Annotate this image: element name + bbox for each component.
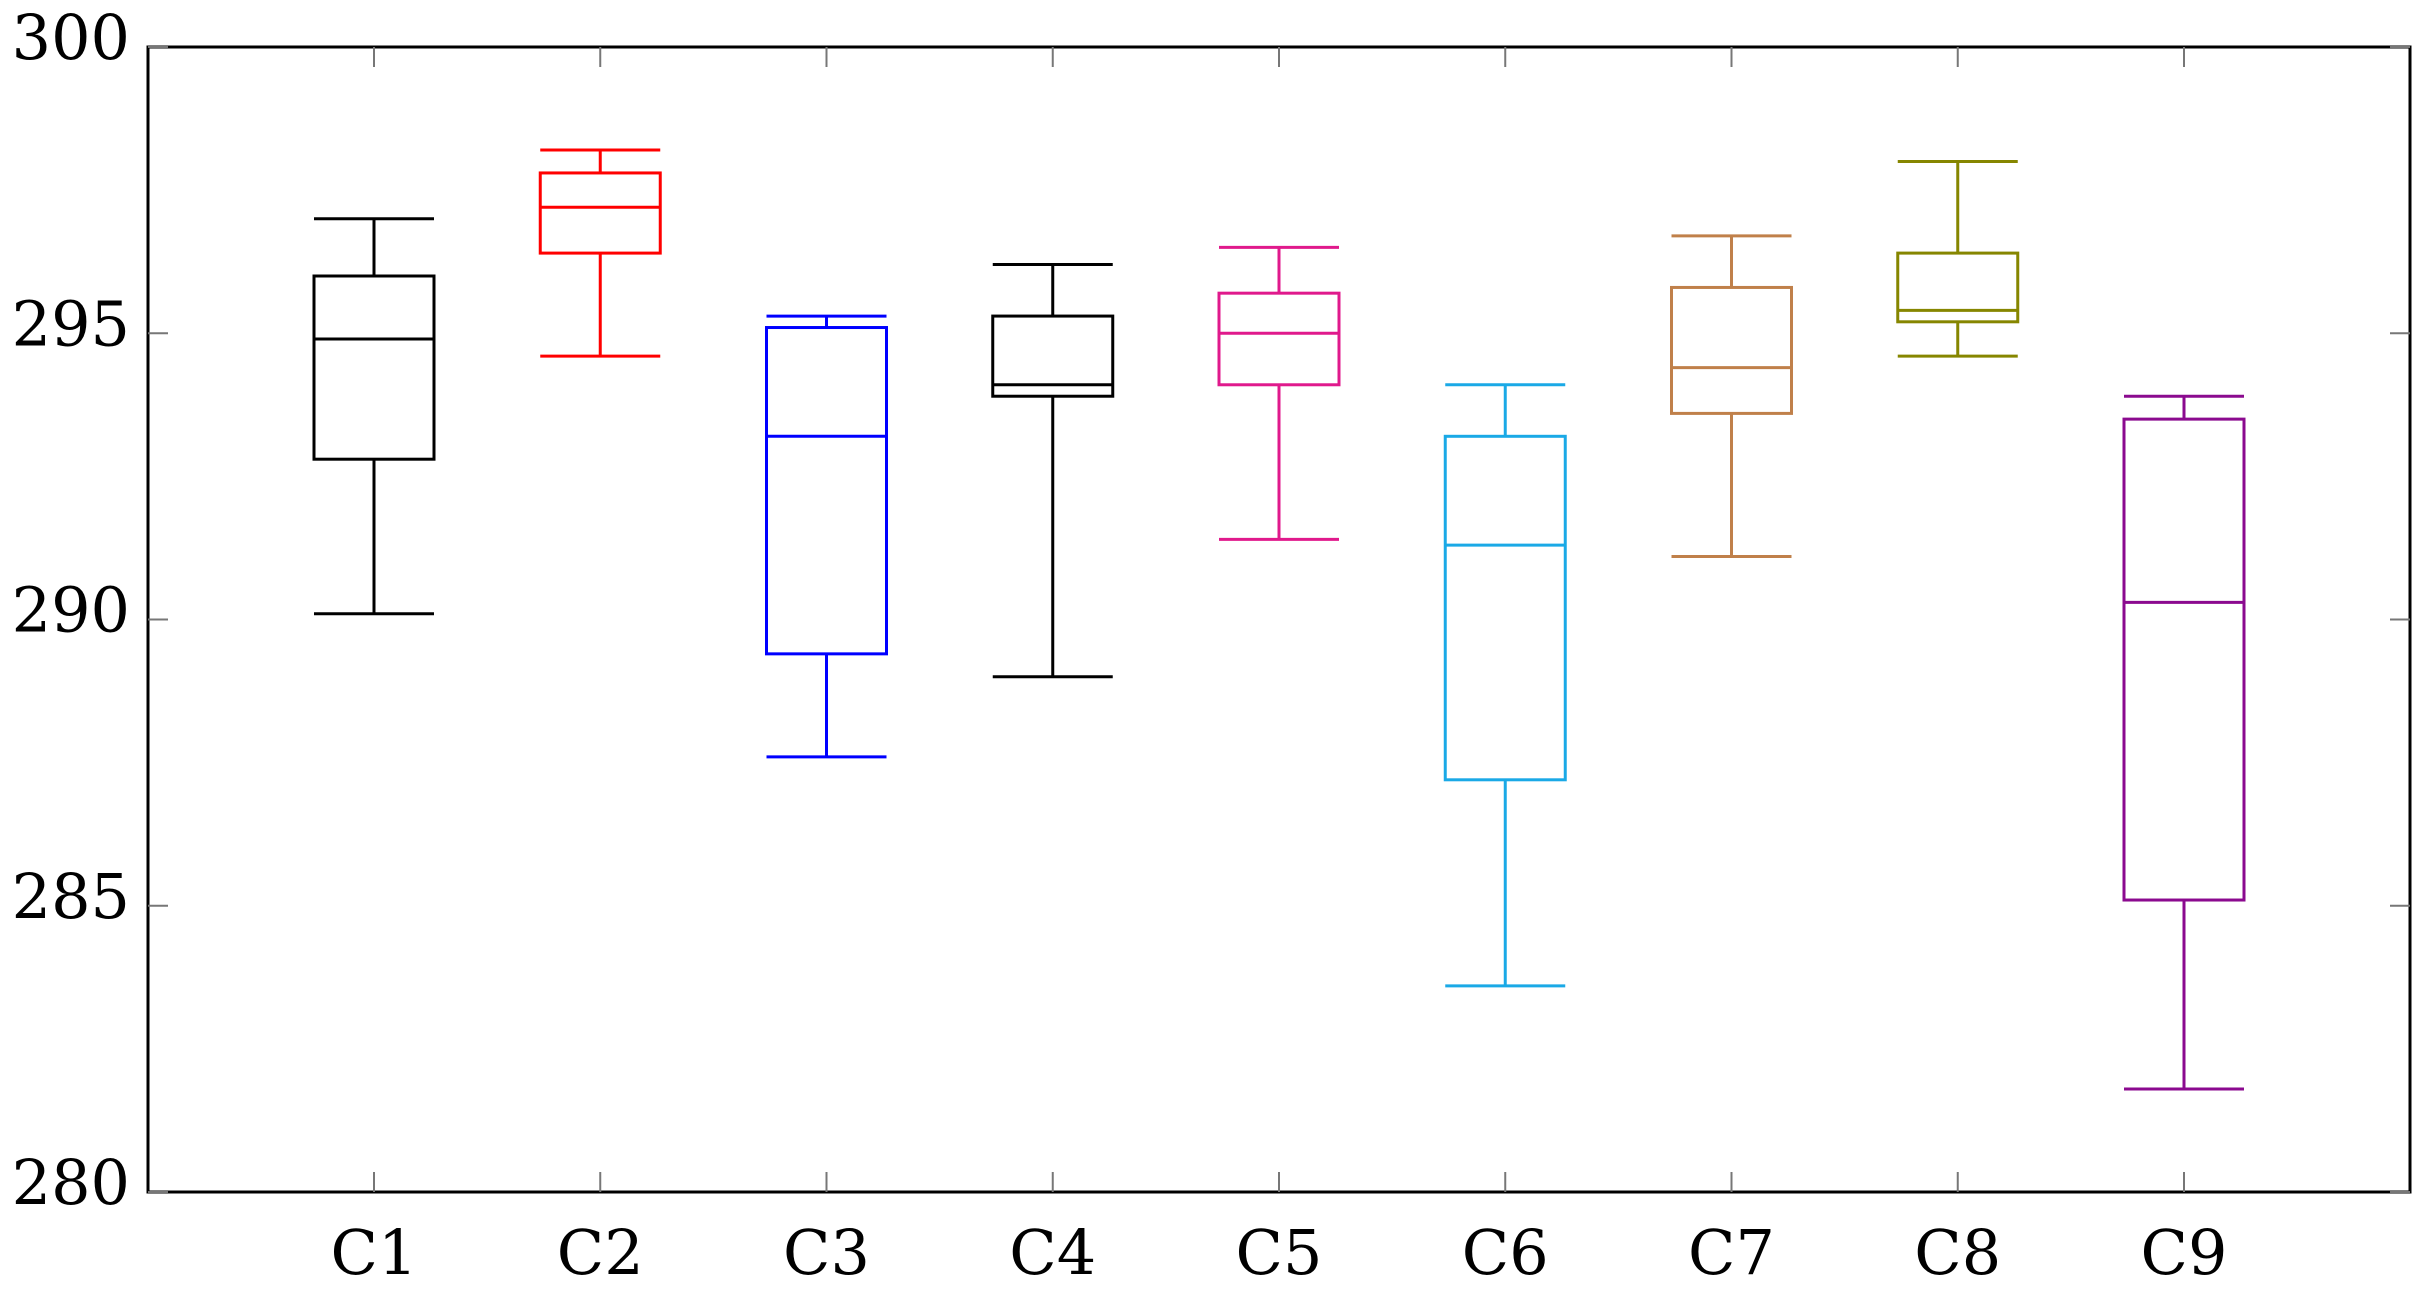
box-c4 [991,263,1115,679]
x-tick-label: C7 [1688,1216,1775,1289]
iqr-box [1896,251,2020,324]
plot-frame [146,45,2412,1194]
y-tick-label: 300 [12,1,130,74]
box-c9 [2122,394,2246,1091]
x-tick-label: C4 [1009,1216,1096,1289]
iqr-box [1443,434,1567,782]
iqr-box [765,326,888,656]
box-c5 [1217,245,1341,541]
iqr-box [1670,285,1793,415]
iqr-box [2122,417,2246,902]
y-tick-label: 295 [12,287,130,360]
y-tick-label: 285 [12,860,130,933]
x-tick-label: C2 [557,1216,644,1289]
x-tick-label: C1 [331,1216,418,1289]
axis-ticks [148,46,2410,1193]
x-tick-label: C3 [783,1216,870,1289]
box-c8 [1896,160,2020,358]
iqr-box [991,314,1115,398]
iqr-box [538,171,662,255]
x-tick-label: C5 [1236,1216,1323,1289]
iqr-box [312,274,436,461]
y-tick-label: 280 [12,1146,130,1219]
boxes-layer [312,148,2246,1091]
box-c6 [1443,383,1567,988]
box-c3 [765,314,888,759]
x-tick-label: C9 [2141,1216,2228,1289]
box-c2 [538,148,662,358]
x-tick-label: C6 [1462,1216,1549,1289]
tick-labels: 280 285 290 295 300 C1 C2 C3 C4 C5 C6 C7 C8 C9 [12,1,2228,1289]
box-c1 [312,217,436,616]
box-c7 [1670,234,1793,559]
x-tick-label: C8 [1914,1216,2001,1289]
iqr-box [1217,291,1341,387]
y-tick-label: 290 [12,574,130,647]
